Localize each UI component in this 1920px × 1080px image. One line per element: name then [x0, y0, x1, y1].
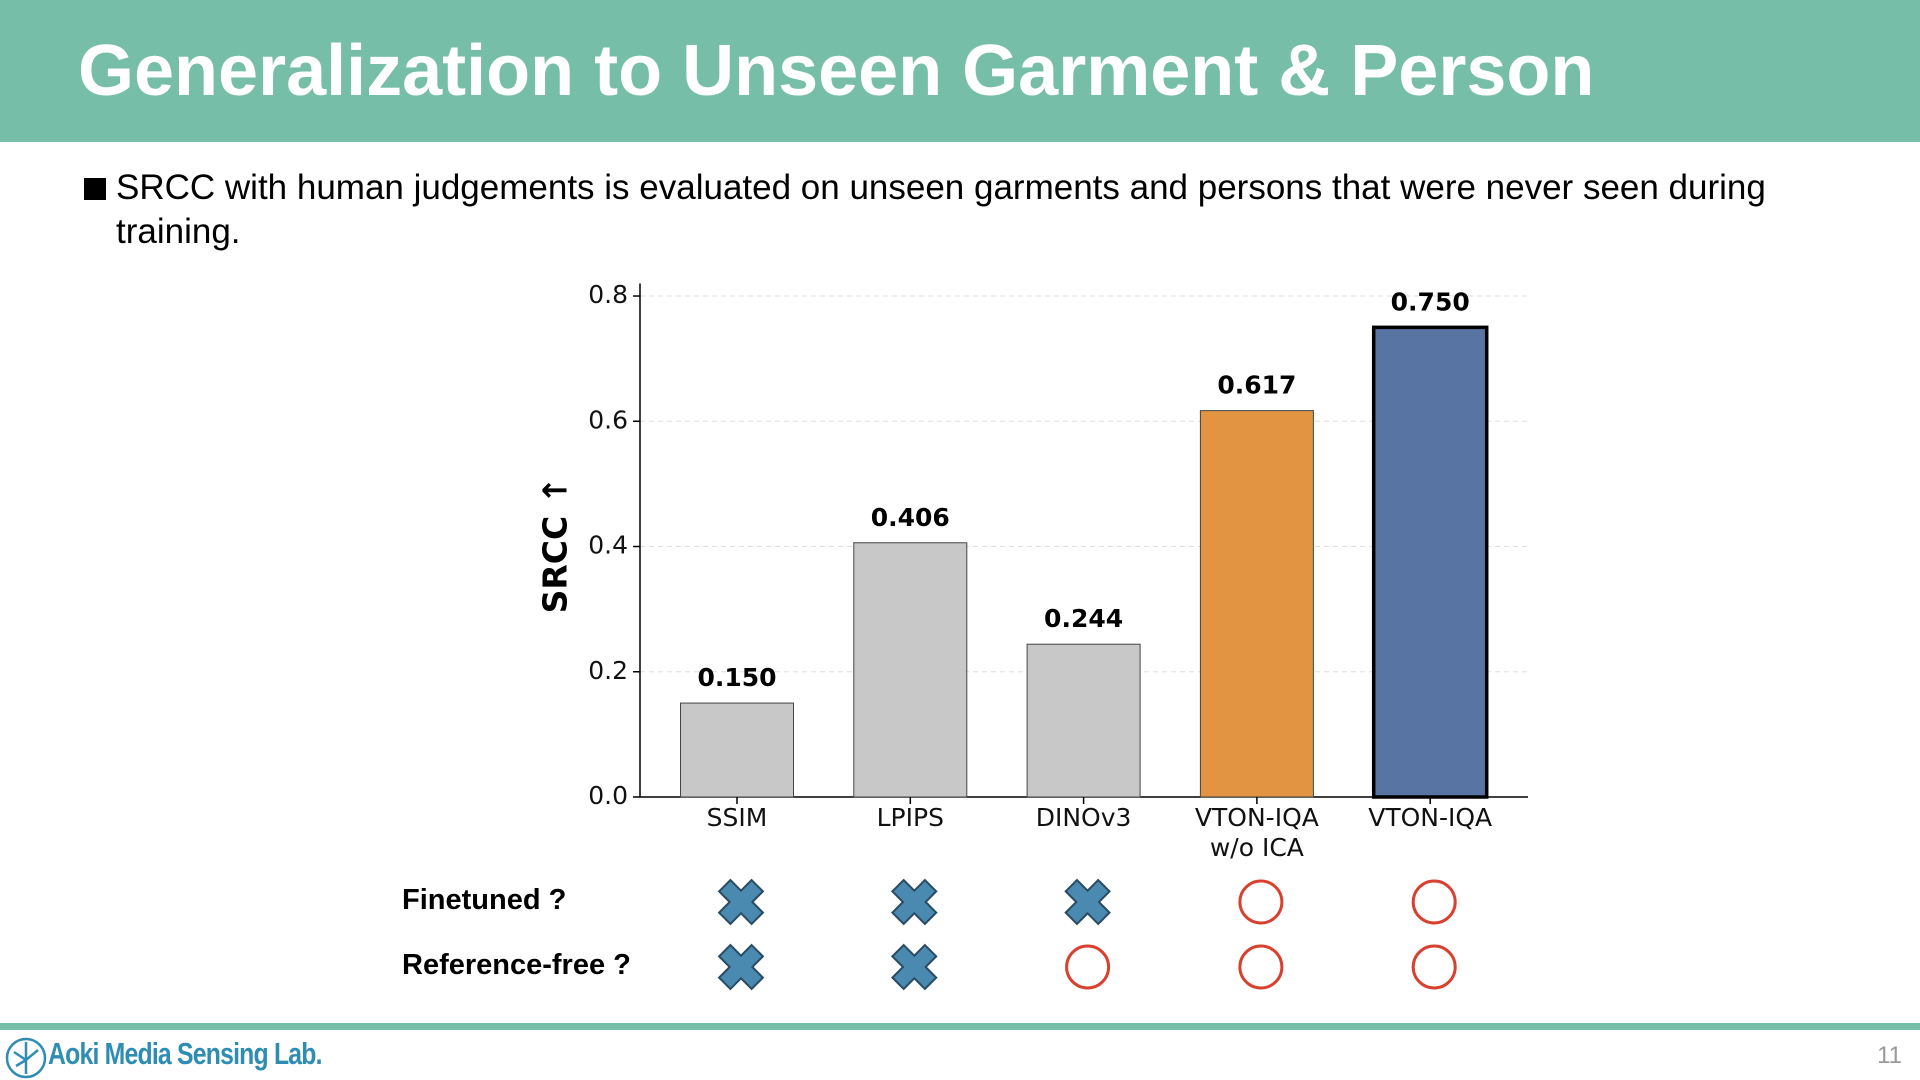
bar	[853, 542, 968, 798]
value-label: 0.406	[871, 503, 950, 532]
bar	[1371, 325, 1489, 799]
lab-name: Aoki Media Sensing Lab.	[48, 1036, 323, 1071]
bar	[1026, 643, 1141, 798]
slide-title: Generalization to Unseen Garment & Perso…	[78, 31, 1595, 111]
yes-mark	[1065, 944, 1111, 990]
value-label: 0.617	[1217, 371, 1296, 400]
x-tick-label: DINOv3	[1035, 803, 1132, 832]
bullet-text: SRCC with human judgements is evaluated …	[116, 168, 1766, 251]
no-mark	[717, 878, 765, 926]
yes-mark	[1238, 879, 1284, 925]
y-tick-label: 0.0	[588, 781, 628, 810]
row-label: Reference-free ?	[402, 949, 631, 981]
y-tick-label: 0.2	[588, 656, 628, 685]
row-label: Finetuned ?	[402, 884, 567, 916]
logo-icon	[5, 1037, 47, 1079]
yes-mark	[1238, 944, 1284, 990]
footer-line	[0, 1023, 1920, 1030]
page-number: 11	[1877, 1042, 1902, 1069]
x-tick-label: VTON-IQA	[1368, 803, 1493, 832]
y-tick-label: 0.4	[588, 531, 628, 560]
no-mark	[1064, 878, 1111, 926]
no-mark	[890, 878, 938, 926]
no-mark	[890, 943, 938, 991]
value-label: 0.244	[1044, 604, 1123, 633]
no-mark	[717, 943, 765, 991]
bar	[1199, 410, 1314, 798]
header-band	[0, 0, 1920, 142]
y-tick-label: 0.8	[588, 280, 628, 309]
value-label: 0.150	[697, 663, 776, 692]
value-label: 0.750	[1391, 287, 1470, 316]
x-tick-label: LPIPS	[876, 803, 944, 832]
yes-mark	[1411, 879, 1457, 925]
y-tick-label: 0.6	[588, 405, 628, 434]
y-axis-label: SRCC ↑	[536, 477, 575, 614]
x-tick-label: SSIM	[706, 803, 768, 832]
bar	[680, 702, 794, 798]
x-tick-label: VTON-IQA w/o ICA	[1194, 803, 1319, 862]
yes-mark	[1411, 944, 1457, 990]
bullet-marker	[84, 178, 106, 200]
